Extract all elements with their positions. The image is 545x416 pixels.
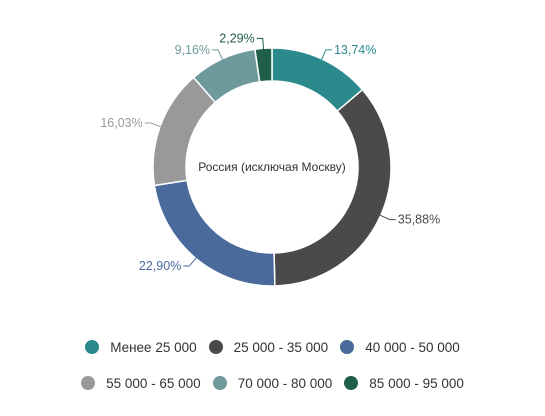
legend-marker [208, 340, 223, 354]
data-labels-layer: 13,74% 35,88% 22,90% 16,03% 9,16% 2,29% [100, 31, 440, 273]
leader-line-2 [183, 256, 198, 267]
legend-marker [212, 376, 227, 390]
donut-chart: 13,74% 35,88% 22,90% 16,03% 9,16% 2,29% Росси… [100, 31, 440, 287]
legend-item-55000-65000[interactable]: 55 000 - 65 000 [81, 376, 201, 391]
leader-line-0 [320, 49, 332, 61]
leader-line-1 [378, 214, 396, 221]
legend-marker [344, 376, 359, 390]
legend: Менее 25 000 25 000 - 35 000 40 000 - 50… [0, 336, 545, 408]
legend-label: 85 000 - 95 000 [369, 375, 464, 391]
legend-item-25000-35000[interactable]: 25 000 - 35 000 [208, 339, 329, 355]
legend-label: 70 000 - 80 000 [237, 375, 333, 391]
data-label-3: 16,03% [100, 116, 142, 130]
center-label: Россия (исключая Москву) [198, 160, 345, 174]
legend-marker [85, 340, 100, 354]
data-label-2: 22,90% [139, 259, 181, 273]
donut-slice-1[interactable] [273, 88, 392, 287]
data-label-0: 13,74% [334, 43, 376, 57]
donut-slice-5[interactable] [254, 47, 273, 83]
leader-line-4 [212, 49, 224, 61]
leader-line-3 [144, 122, 163, 128]
legend-label: 40 000 - 50 000 [365, 339, 460, 355]
legend-item-under-25000[interactable]: Менее 25 000 [85, 339, 197, 355]
slices-layer [152, 47, 392, 287]
legend-label: Менее 25 000 [110, 339, 197, 355]
legend-item-40000-50000[interactable]: 40 000 - 50 000 [340, 340, 460, 355]
legend-item-85000-95000[interactable]: 85 000 - 95 000 [344, 376, 464, 391]
leader-line-5 [256, 37, 265, 51]
data-label-4: 9,16% [175, 43, 210, 57]
data-label-5: 2,29% [219, 31, 254, 45]
legend-label: 55 000 - 65 000 [106, 375, 201, 391]
legend-label: 25 000 - 35 000 [233, 339, 329, 355]
legend-row-2: 55 000 - 65 000 70 000 - 80 000 85 000 -… [0, 372, 545, 394]
legend-item-70000-80000[interactable]: 70 000 - 80 000 [212, 375, 333, 391]
leader-lines-layer [144, 37, 396, 267]
legend-row-1: Менее 25 000 25 000 - 35 000 40 000 - 50… [0, 336, 545, 358]
legend-marker [81, 376, 96, 390]
legend-marker [340, 340, 355, 354]
data-label-1: 35,88% [398, 213, 440, 227]
